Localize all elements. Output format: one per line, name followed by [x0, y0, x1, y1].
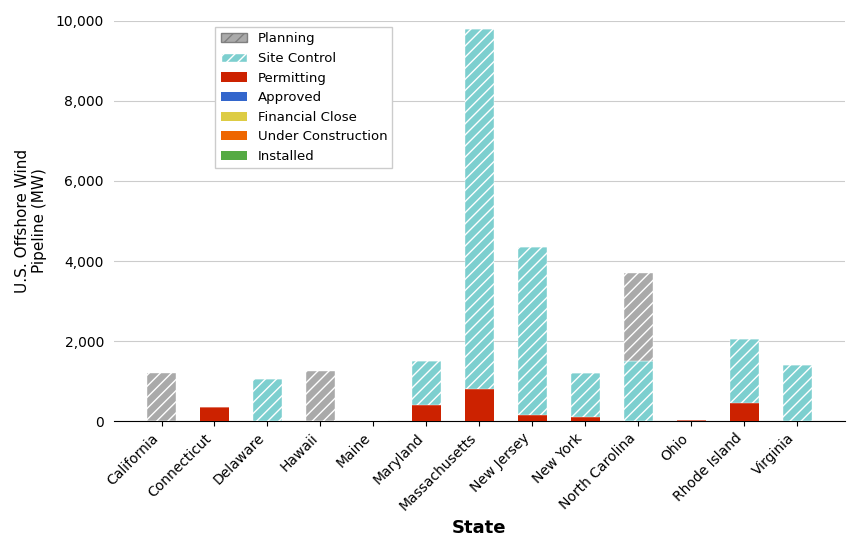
Bar — [729, 404, 759, 421]
Bar — [624, 273, 653, 362]
Bar — [253, 379, 282, 421]
Bar — [729, 339, 759, 404]
Bar — [412, 405, 441, 421]
Bar — [571, 373, 600, 417]
Bar — [147, 373, 176, 421]
Legend: Planning, Site Control, Permitting, Approved, Financial Close, Under Constructio: Planning, Site Control, Permitting, Appr… — [215, 27, 392, 168]
X-axis label: State: State — [452, 519, 507, 537]
Bar — [464, 29, 494, 389]
Bar — [464, 389, 494, 421]
Bar — [624, 362, 653, 421]
Bar — [306, 371, 335, 421]
Bar — [677, 420, 706, 421]
Bar — [200, 407, 229, 421]
Bar — [518, 247, 547, 416]
Bar — [783, 365, 812, 421]
Bar — [571, 417, 600, 421]
Bar — [518, 416, 547, 421]
Y-axis label: U.S. Offshore Wind
Pipeline (MW): U.S. Offshore Wind Pipeline (MW) — [15, 149, 47, 293]
Bar — [412, 362, 441, 405]
